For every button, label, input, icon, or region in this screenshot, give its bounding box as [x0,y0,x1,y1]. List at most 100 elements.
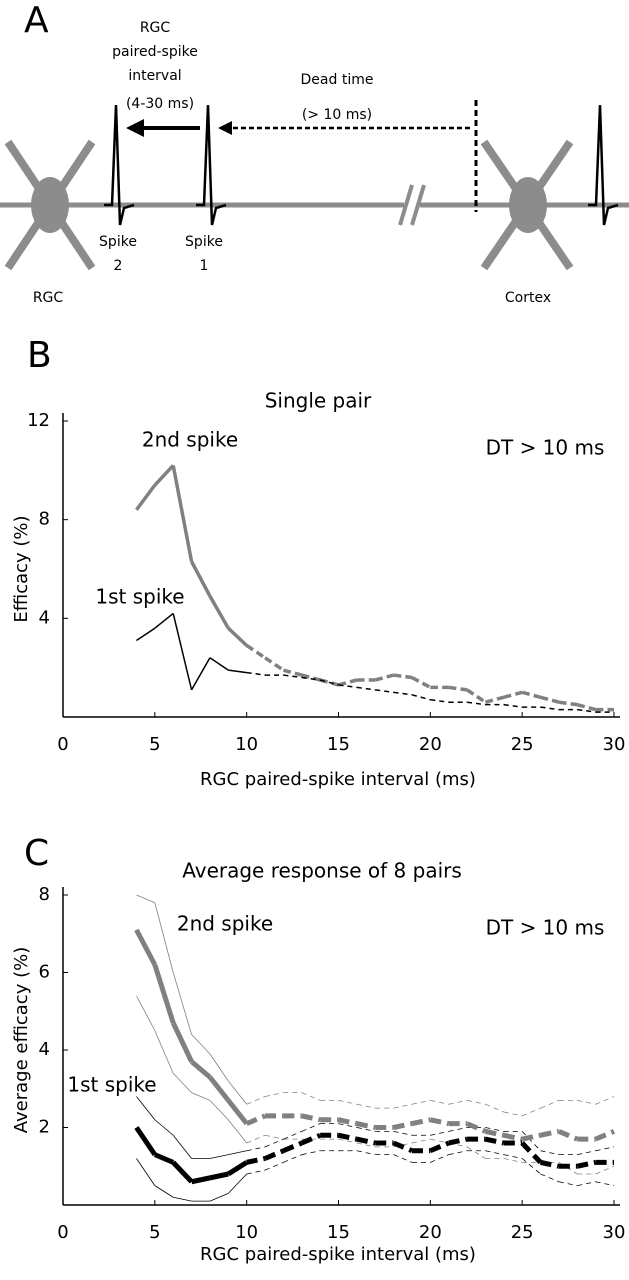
line-segment [521,690,541,699]
x-tick-label: 30 [603,1222,626,1243]
x-tick-label: 5 [149,1222,160,1243]
line-segment [301,673,321,682]
line-segment [540,695,560,704]
spike-label: Spike [185,234,223,250]
y-tick-label: 6 [39,962,50,983]
line-segment [282,1140,303,1154]
spike-label: 1 [200,258,209,274]
y-tick-label: 4 [39,607,50,628]
axon-break [398,184,414,226]
line-segment [521,1131,541,1152]
spikes [104,104,619,226]
line-segment [411,675,432,689]
arrow-head [218,121,232,135]
line-segment [136,1096,156,1120]
line-segment [595,1165,615,1175]
line-segment [170,1021,194,1063]
line-segment [540,1128,560,1138]
line-segment [246,671,266,676]
line-segment [301,1150,321,1156]
line-segment [134,928,158,966]
panel-label: A [24,0,49,41]
line-segment [576,1159,597,1169]
interval-label: interval [128,68,181,84]
x-tick-label: 0 [57,734,68,755]
line-segment [540,1100,560,1109]
line-segment [154,612,174,629]
line-segment [245,1113,267,1126]
line-segment [540,1150,559,1156]
line-segment [430,698,449,703]
y-tick-label: 12 [27,410,50,431]
line-segment [430,1154,449,1163]
line-segment [338,1138,357,1144]
line-segment [466,688,487,704]
line-segment [209,1193,229,1202]
line-segment [154,902,174,973]
line-segment [356,1103,376,1109]
line-segment [393,691,413,696]
line-segment [136,1158,156,1186]
line-segment [246,1134,266,1144]
line-segment [246,1096,266,1105]
line-segment [283,1154,302,1163]
x-tick-label: 25 [511,734,534,755]
line-segment [319,679,339,686]
line-segment [448,1150,468,1156]
line-segment [466,701,486,706]
line-segment [448,1099,468,1105]
line-segment [152,963,176,1024]
panel-label: C [24,833,49,874]
line-segment [264,1138,284,1148]
line-segment [577,1181,596,1187]
annotation: DT > 10 ms [486,916,605,940]
arrow-head [126,119,144,137]
line-segment [337,1132,358,1142]
line-segment [191,1092,211,1101]
line-segment [521,1132,542,1142]
line-segment [356,1150,376,1156]
line-segment [209,1100,229,1121]
line-segment [466,1099,486,1105]
y-axis-label: Efficacy (%) [11,515,32,622]
cell-label: Cortex [505,290,551,306]
line-segment [209,1154,229,1159]
interval-label: RGC [140,20,171,36]
x-tick-label: 5 [149,734,160,755]
interval-range: (4-30 ms) [126,96,194,112]
line-segment [226,1160,249,1177]
line-segment [448,685,468,692]
cell-label: RGC [33,290,64,306]
line-segment [228,1173,247,1194]
spike-label: Spike [99,234,137,250]
line-segment [448,1136,468,1146]
line-segment [154,1185,174,1198]
line-segment [595,1146,615,1152]
annotation: 2nd spike [142,428,238,452]
line-segment [227,1080,247,1105]
line-segment [558,1181,578,1187]
line-segment [172,613,193,691]
line-segment [300,1132,322,1146]
line-segment [466,1121,487,1134]
x-tick-label: 15 [327,734,350,755]
line-segment [135,484,157,511]
line-segment [338,684,357,689]
line-segment [191,1034,211,1055]
line-segment [356,1127,376,1132]
line-segment [134,1126,157,1157]
chart-title: Average response of 8 pairs [182,859,462,883]
line-segment [411,1099,431,1105]
line-segment [375,689,394,694]
line-segment [209,1171,229,1181]
line-segment [577,1150,596,1156]
line-segment [301,1123,321,1132]
line-segment [393,1130,413,1136]
line-segment [172,1072,192,1093]
line-segment [338,1123,357,1128]
line-segment [227,626,248,647]
line-segment [209,1053,229,1082]
line-segment [173,1196,192,1202]
line-segment [485,1150,504,1156]
